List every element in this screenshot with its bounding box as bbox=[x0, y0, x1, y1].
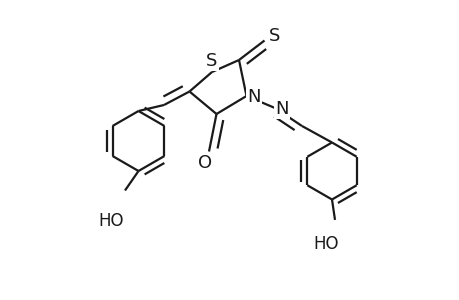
Text: O: O bbox=[198, 154, 212, 172]
Text: N: N bbox=[247, 88, 260, 106]
Text: HO: HO bbox=[98, 212, 123, 230]
Text: S: S bbox=[206, 52, 217, 70]
Text: N: N bbox=[274, 100, 288, 118]
Text: HO: HO bbox=[313, 235, 338, 253]
Text: S: S bbox=[269, 27, 280, 45]
